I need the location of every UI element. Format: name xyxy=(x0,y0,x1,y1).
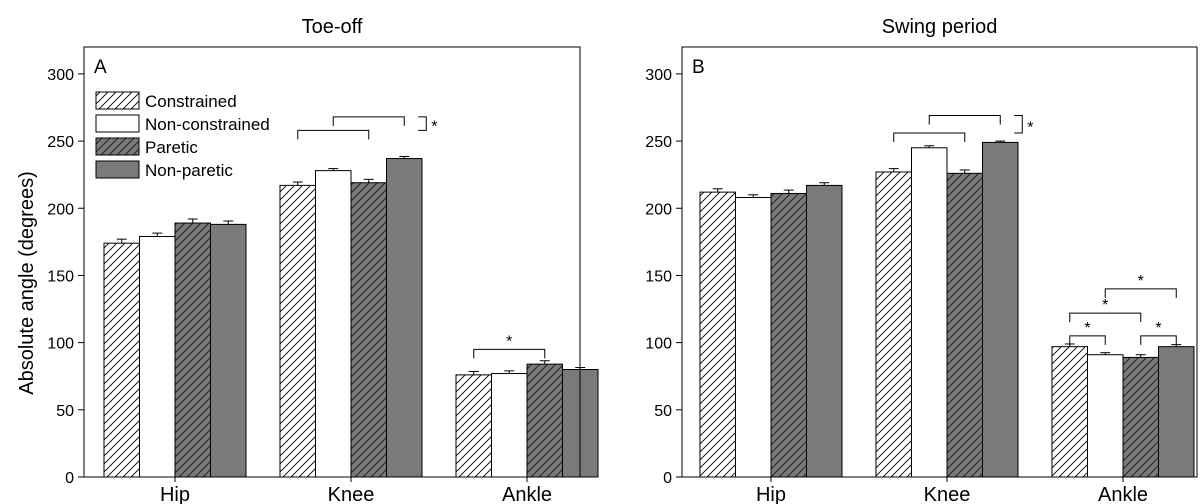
significance-bracket xyxy=(332,116,405,126)
significance-label: * xyxy=(506,333,512,350)
bar xyxy=(1158,346,1195,478)
bar xyxy=(210,223,247,478)
x-tick-label: Hip xyxy=(756,484,786,504)
y-tick-label: 50 xyxy=(56,403,74,420)
significance-bracket xyxy=(1014,115,1023,134)
x-tick-label: Ankle xyxy=(1098,484,1148,504)
significance-bracket xyxy=(1140,335,1177,345)
y-tick-label: 250 xyxy=(47,134,74,151)
y-tick-label: 100 xyxy=(47,336,74,353)
legend-label: Paretic xyxy=(145,138,198,157)
significance-bracket xyxy=(928,115,1001,125)
y-tick-label: 0 xyxy=(663,470,672,487)
significance-label: * xyxy=(1027,119,1033,136)
chart-title: Swing period xyxy=(882,16,998,38)
legend: Constrained Non-constrained Paretic Non-par… xyxy=(95,91,270,180)
bar xyxy=(103,242,140,478)
panel-label: A xyxy=(94,57,107,78)
bar xyxy=(982,141,1019,478)
significance-bracket xyxy=(1069,312,1142,323)
significance-label: * xyxy=(1155,320,1161,337)
significance-bracket xyxy=(418,116,427,131)
chart-panel-2: Swing period B 0 50 100 150 200 250 300 Hip Knee An… xyxy=(645,16,1198,504)
chart-panel-1: Toe-off A 0 50 100 150 200 250 300 Hip Knee Ankle * * xyxy=(47,16,599,504)
y-tick-label: 150 xyxy=(645,268,672,285)
plot-frame xyxy=(83,46,581,478)
legend-label: Constrained xyxy=(145,92,237,111)
legend-swatch xyxy=(95,137,140,156)
bar xyxy=(526,363,563,478)
significance-bracket xyxy=(473,348,546,359)
significance-label: * xyxy=(1084,320,1090,337)
x-tick-label: Knee xyxy=(328,484,375,504)
plot-frame xyxy=(681,46,1198,478)
bar xyxy=(315,170,352,478)
bar xyxy=(455,374,492,478)
legend-swatch xyxy=(95,114,140,133)
bar xyxy=(139,235,176,478)
bar xyxy=(946,172,983,478)
significance-bracket xyxy=(297,129,370,140)
bar xyxy=(386,158,423,478)
legend-label: Non-constrained xyxy=(145,115,270,134)
bar xyxy=(1087,354,1124,478)
y-tick-label: 100 xyxy=(645,336,672,353)
y-tick-label: 300 xyxy=(645,67,672,84)
bar xyxy=(350,182,387,478)
significance-bracket xyxy=(893,132,966,142)
bar xyxy=(491,373,528,478)
bar xyxy=(911,147,948,478)
y-tick-label: 0 xyxy=(65,470,74,487)
bar xyxy=(699,191,736,478)
legend-swatch xyxy=(95,91,140,110)
bar xyxy=(806,184,843,478)
bar xyxy=(279,184,316,478)
bar xyxy=(770,192,807,478)
y-tick-label: 200 xyxy=(645,201,672,218)
significance-bracket xyxy=(1069,335,1106,345)
panel-label: B xyxy=(692,57,705,78)
significance-label: * xyxy=(431,119,437,136)
bar xyxy=(1122,356,1159,478)
bar xyxy=(735,197,772,478)
legend-label: Non-paretic xyxy=(145,161,233,180)
y-tick-label: 300 xyxy=(47,67,74,84)
bar xyxy=(1051,346,1088,478)
x-tick-label: Knee xyxy=(924,484,971,504)
legend-swatch xyxy=(95,160,140,179)
bar xyxy=(875,171,912,478)
y-tick-label: 200 xyxy=(47,201,74,218)
bar xyxy=(174,222,211,478)
significance-label: * xyxy=(1102,297,1108,314)
significance-label: * xyxy=(1138,273,1144,290)
y-tick-label: 50 xyxy=(654,403,672,420)
chart-title: Toe-off xyxy=(302,16,363,38)
x-tick-label: Ankle xyxy=(502,484,552,504)
y-tick-label: 150 xyxy=(47,268,74,285)
y-axis-label: Absolute angle (degrees) xyxy=(16,171,38,394)
significance-bracket xyxy=(1104,288,1177,298)
y-tick-label: 250 xyxy=(645,134,672,151)
x-tick-label: Hip xyxy=(160,484,190,504)
